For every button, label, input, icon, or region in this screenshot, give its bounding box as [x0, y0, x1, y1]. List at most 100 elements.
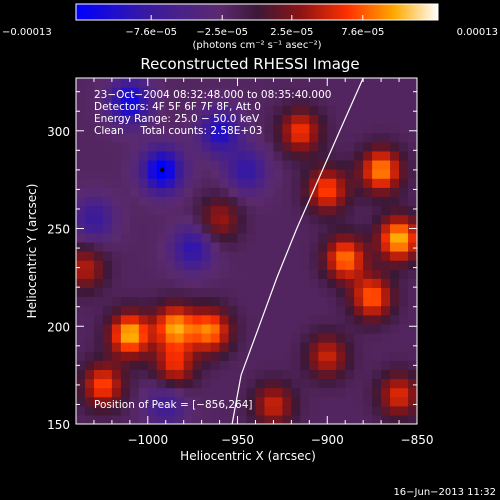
heatmap-cell	[138, 132, 149, 143]
heatmap-cell	[93, 414, 104, 424]
heatmap-cell	[93, 396, 104, 407]
heatmap-cell	[219, 241, 230, 252]
heatmap-cell	[300, 196, 310, 207]
heatmap-cell	[201, 414, 212, 424]
heatmap-cell	[219, 396, 230, 407]
heatmap-cell	[408, 78, 417, 88]
heatmap-cell	[264, 278, 275, 289]
heatmap-cell	[102, 232, 113, 243]
heatmap-cell	[345, 332, 355, 343]
heatmap-cell	[111, 223, 122, 234]
heatmap-cell	[156, 378, 167, 389]
heatmap-cell	[210, 360, 221, 370]
annotation-peak-position: Position of Peak = [−856,264]	[94, 399, 253, 411]
heatmap-cell	[408, 342, 417, 352]
heatmap-cell	[309, 96, 319, 106]
heatmap-cell	[76, 196, 86, 207]
heatmap-cell	[120, 360, 131, 370]
heatmap-cell	[282, 305, 292, 316]
heatmap-cell	[390, 387, 400, 398]
heatmap-cell	[111, 360, 122, 370]
heatmap-cell	[273, 87, 283, 97]
heatmap-cell	[147, 269, 158, 279]
heatmap-cell	[228, 241, 239, 252]
heatmap-cell	[237, 96, 248, 106]
heatmap-cell	[300, 178, 310, 188]
heatmap-cell	[381, 187, 391, 197]
heatmap-cell	[408, 323, 417, 334]
heatmap-cell	[300, 141, 310, 152]
solar-limb-curve	[231, 78, 364, 424]
heatmap-cell	[120, 214, 131, 225]
heatmap-cell	[111, 205, 122, 216]
heatmap-cell	[174, 287, 185, 298]
heatmap-cell	[408, 305, 417, 316]
heatmap-cell	[354, 387, 364, 398]
heatmap-cell	[273, 342, 283, 352]
heatmap-cell	[336, 96, 346, 106]
heatmap-cell	[399, 178, 409, 188]
heatmap-cell	[291, 141, 301, 152]
heatmap-cell	[102, 196, 113, 207]
heatmap-cell	[210, 78, 221, 88]
heatmap-cell	[255, 296, 266, 307]
heatmap-cell	[201, 196, 212, 207]
heatmap-cell	[228, 196, 239, 207]
heatmap-cell	[354, 260, 364, 270]
heatmap-cell	[309, 87, 319, 97]
heatmap-cell	[381, 178, 391, 188]
heatmap-cell	[102, 351, 113, 361]
heatmap-cell	[300, 123, 310, 134]
heatmap-cell	[345, 132, 355, 143]
heatmap-cell	[192, 105, 203, 116]
heatmap-cell	[318, 414, 328, 424]
heatmap-cell	[120, 251, 131, 261]
annotation-time-range: 23−Oct−2004 08:32:48.000 to 08:35:40.000	[94, 89, 331, 101]
heatmap-cell	[273, 314, 283, 325]
heatmap-cell	[147, 305, 158, 316]
heatmap-cell	[210, 278, 221, 289]
heatmap-cell	[183, 342, 194, 352]
heatmap-cell	[76, 360, 86, 370]
heatmap-cell	[147, 323, 158, 334]
heatmap-cell	[102, 141, 113, 152]
heatmap-cell	[264, 187, 275, 197]
heatmap-cell	[291, 351, 301, 361]
heatmap-cell	[147, 287, 158, 298]
heatmap-cell	[372, 405, 382, 416]
heatmap-cell	[399, 360, 409, 370]
heatmap-cell	[192, 132, 203, 143]
heatmap-cell	[111, 187, 122, 197]
heatmap-cell	[255, 287, 266, 298]
heatmap-cell	[282, 114, 292, 125]
heatmap-cell	[399, 241, 409, 252]
heatmap-cell	[381, 223, 391, 234]
heatmap-cell	[390, 369, 400, 380]
heatmap-cell	[327, 278, 337, 289]
heatmap-cell	[381, 214, 391, 225]
heatmap-cell	[183, 269, 194, 279]
heatmap-cell	[363, 287, 373, 298]
heatmap-cell	[138, 114, 149, 125]
x-tick-label: −850	[401, 433, 434, 447]
heatmap-cell	[165, 105, 176, 116]
heatmap-cell	[201, 351, 212, 361]
heatmap-cell	[300, 278, 310, 289]
heatmap-cell	[183, 150, 194, 161]
heatmap-cell	[84, 105, 95, 116]
heatmap-cell	[210, 223, 221, 234]
heatmap-cell	[255, 351, 266, 361]
heatmap-cell	[76, 87, 86, 97]
heatmap-cell	[76, 232, 86, 243]
heatmap-cell	[255, 414, 266, 424]
heatmap-cell	[336, 141, 346, 152]
heatmap-cell	[192, 159, 203, 170]
heatmap-cell	[84, 205, 95, 216]
heatmap-cell	[381, 87, 391, 97]
heatmap-cell	[111, 314, 122, 325]
heatmap-cell	[84, 132, 95, 143]
heatmap-cell	[183, 387, 194, 398]
heatmap-cell	[111, 260, 122, 270]
heatmap-cell	[129, 369, 140, 380]
heatmap-cell	[309, 387, 319, 398]
